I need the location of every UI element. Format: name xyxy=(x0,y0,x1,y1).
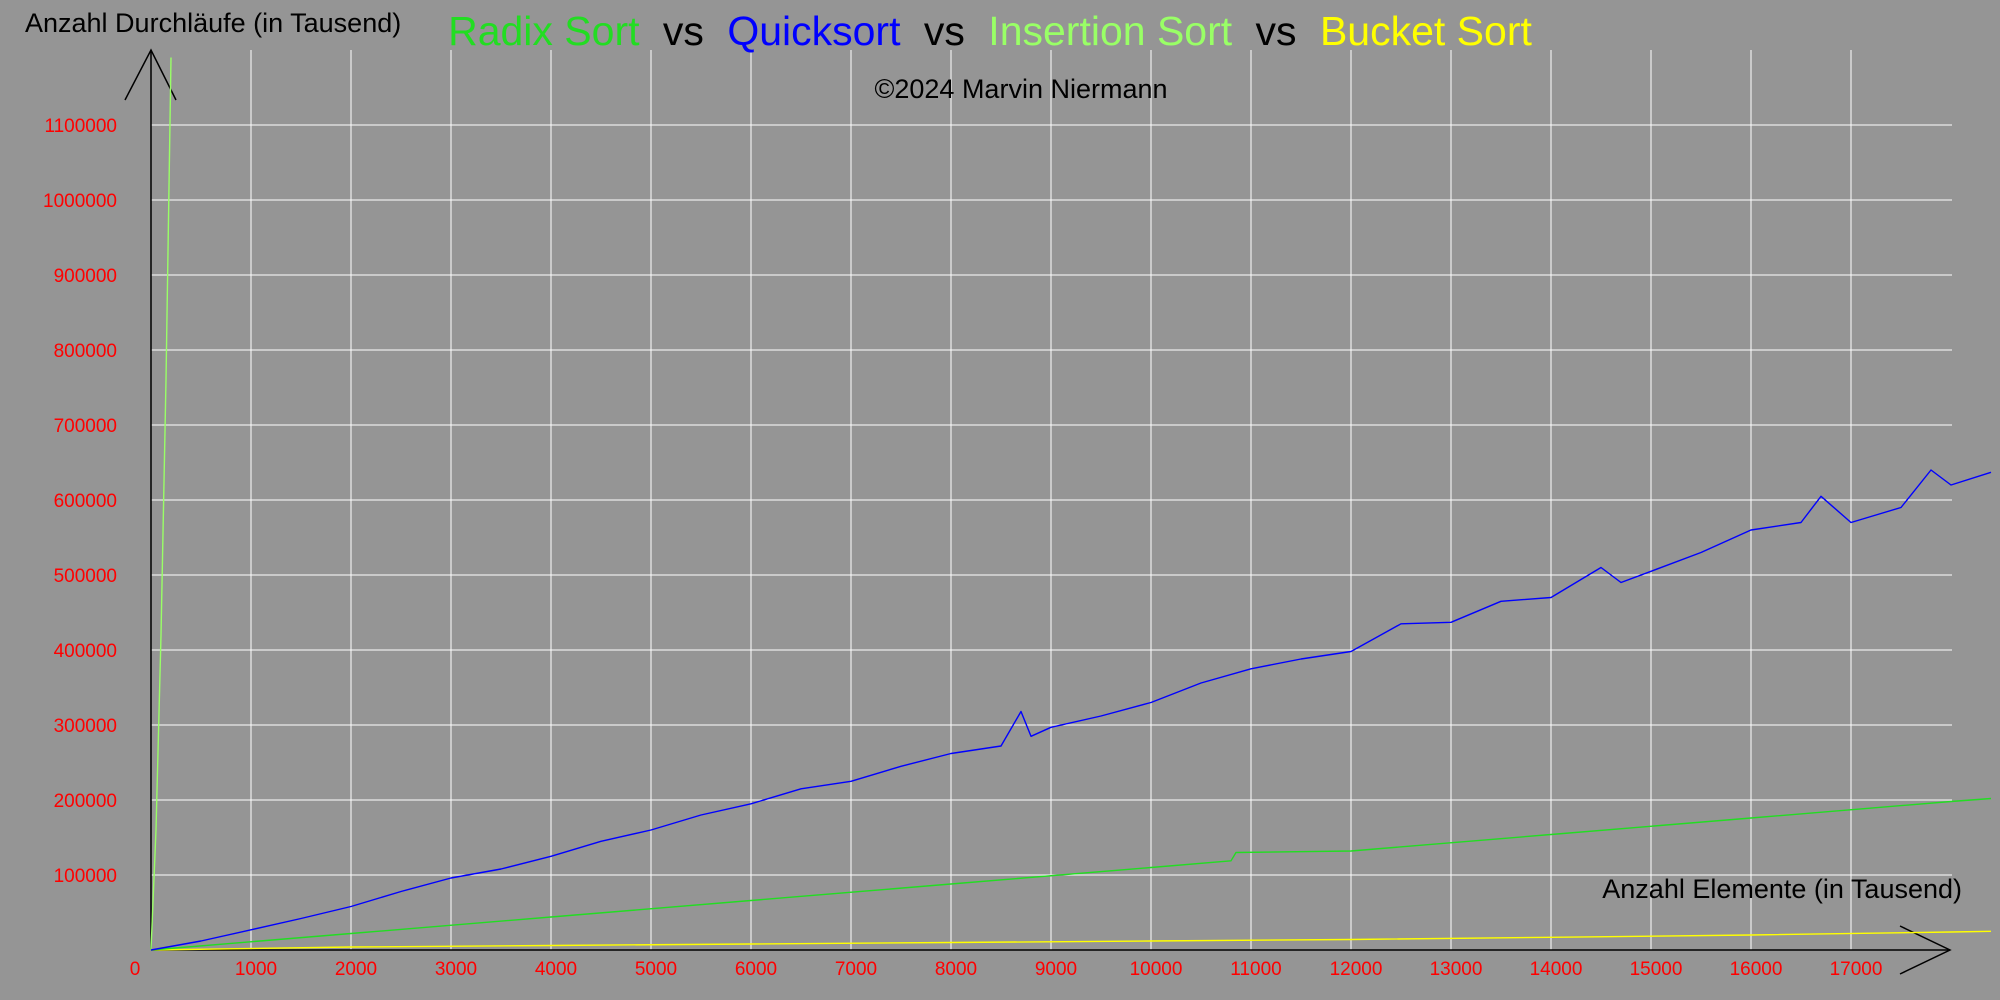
series-line-quicksort xyxy=(150,469,1992,951)
x-tick-label: 8000 xyxy=(935,959,977,980)
title-vs-1: vs xyxy=(662,8,704,54)
title-quicksort: Quicksort xyxy=(727,8,901,54)
series-line-insertion-sort xyxy=(150,57,172,951)
y-tick-label: 200000 xyxy=(54,791,117,812)
x-tick-label: 4000 xyxy=(535,959,577,980)
title-vs-2: vs xyxy=(923,8,965,54)
series-line-radix-sort xyxy=(150,797,1992,951)
title-bucket-sort: Bucket Sort xyxy=(1319,8,1532,54)
y-axis-arrowhead xyxy=(124,48,177,101)
x-tick-label: 5000 xyxy=(635,959,677,980)
title-insertion-sort: Insertion Sort xyxy=(988,8,1233,54)
y-tick-label: 1000000 xyxy=(43,191,117,212)
x-tick-label: 6000 xyxy=(735,959,777,980)
title-vs-3: vs xyxy=(1255,8,1297,54)
y-tick-label: 400000 xyxy=(54,641,117,662)
x-axis-arrowhead xyxy=(1899,925,1952,975)
x-tick-label: 9000 xyxy=(1035,959,1077,980)
y-tick-label: 900000 xyxy=(54,266,117,287)
y-axis-title: Anzahl Durchläufe (in Tausend) xyxy=(25,8,402,38)
y-tick-label: 700000 xyxy=(54,416,117,437)
x-tick-label: 3000 xyxy=(435,959,477,980)
x-tick-label: 16000 xyxy=(1730,959,1783,980)
series-line-bucket-sort xyxy=(150,930,1992,951)
y-tick-label: 100000 xyxy=(54,866,117,887)
x-tick-label: 2000 xyxy=(335,959,377,980)
y-tick-label: 600000 xyxy=(54,491,117,512)
x-tick-label: 10000 xyxy=(1130,959,1183,980)
chart-title: Radix Sort vs Quicksort vs Insertion Sor… xyxy=(0,8,1980,55)
copyright-notice: ©2024 Marvin Niermann xyxy=(874,74,1168,104)
x-tick-label: 17000 xyxy=(1830,959,1883,980)
x-tick-label: 15000 xyxy=(1630,959,1683,980)
x-tick-label: 7000 xyxy=(835,959,877,980)
y-tick-label: 1100000 xyxy=(44,116,117,137)
y-tick-label: 800000 xyxy=(54,341,117,362)
x-tick-label: 14000 xyxy=(1530,959,1583,980)
y-tick-label: 300000 xyxy=(54,716,117,737)
x-tick-label: 11000 xyxy=(1230,959,1281,980)
x-tick-label: 13000 xyxy=(1430,959,1483,980)
x-tick-label: 1000 xyxy=(235,959,277,980)
title-radix-sort: Radix Sort xyxy=(448,8,640,54)
x-tick-label: 12000 xyxy=(1330,959,1383,980)
y-tick-label: 500000 xyxy=(54,566,117,587)
x-axis-title: Anzahl Elemente (in Tausend) xyxy=(1602,874,1962,904)
x-tick-label: 0 xyxy=(130,959,141,980)
